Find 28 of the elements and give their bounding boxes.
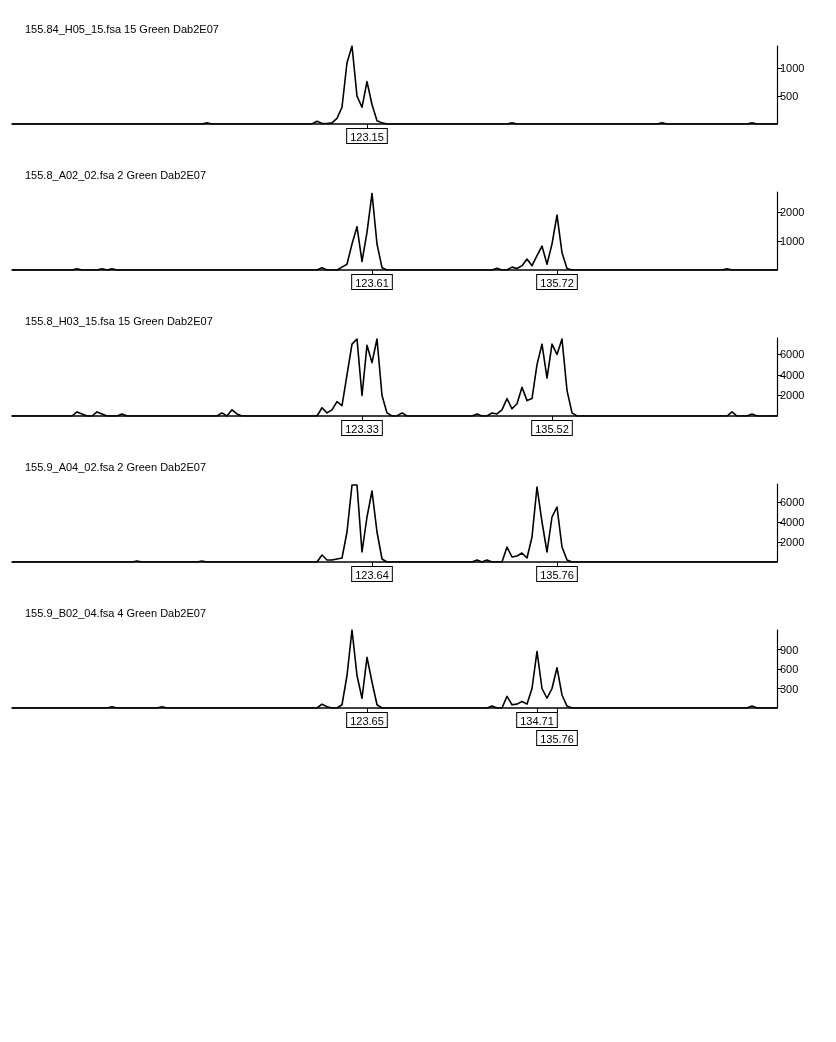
x-tick-label: 123.64 xyxy=(355,568,389,581)
x-tick-label: 135.52 xyxy=(535,422,569,435)
x-tick-label: 135.72 xyxy=(540,276,574,289)
y-tick-label: 6000 xyxy=(780,496,805,508)
y-tick-label: 500 xyxy=(780,90,799,103)
y-tick-label: 600 xyxy=(780,663,799,675)
y-tick-label: 300 xyxy=(780,682,799,695)
chart-title: 155.84_H05_15.fsa 15 Green Dab2E07 xyxy=(25,22,219,35)
y-tick-label: 4000 xyxy=(780,516,805,528)
y-tick-label: 900 xyxy=(780,643,799,656)
y-tick-label: 1000 xyxy=(780,62,805,75)
x-tick-label: 123.65 xyxy=(350,714,384,727)
y-tick-label: 2000 xyxy=(780,536,805,548)
chart-title: 155.9_B02_04.fsa 4 Green Dab2E07 xyxy=(25,606,207,619)
x-tick-label: 134.71 xyxy=(520,714,554,727)
x-tick-label: 123.15 xyxy=(350,130,384,143)
y-tick-label: 1000 xyxy=(780,235,805,248)
x-tick-label: 123.61 xyxy=(355,276,389,289)
y-tick-label: 2000 xyxy=(780,389,805,402)
y-tick-label: 4000 xyxy=(780,368,805,381)
x-tick-label: 135.76 xyxy=(540,568,574,581)
chart-title: 155.9_A04_02.fsa 2 Green Dab2E07 xyxy=(25,460,207,473)
y-tick-label: 6000 xyxy=(780,348,805,361)
chart-title: 155.8_A02_02.fsa 2 Green Dab2E07 xyxy=(25,168,207,181)
y-tick-label: 2000 xyxy=(780,206,805,219)
x-tick-label: 135.76 xyxy=(540,732,574,745)
x-tick-label: 123.33 xyxy=(345,422,379,435)
chart-title: 155.8_H03_15.fsa 15 Green Dab2E07 xyxy=(25,314,213,327)
